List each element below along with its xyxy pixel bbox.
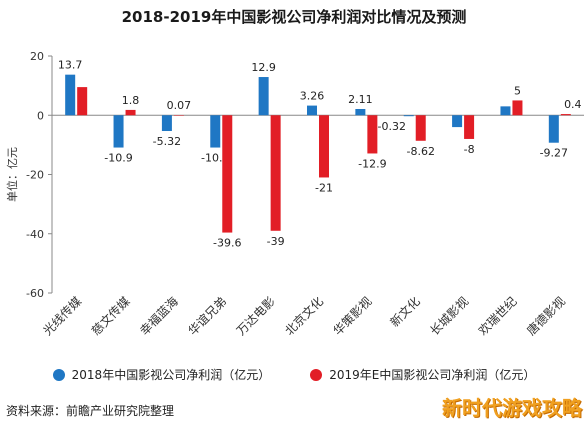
x-tick-label: 新文化 [387, 294, 423, 330]
data-label-2018-2: -5.32 [153, 135, 181, 148]
bar-2019-9 [512, 100, 523, 116]
bar-2018-1 [113, 115, 124, 148]
data-label-2018-6: 2.11 [348, 93, 373, 106]
data-label-2019-7: -8.62 [406, 145, 434, 158]
bar-2019-8 [464, 115, 475, 139]
data-label-2019-5: -21 [315, 181, 333, 194]
y-tick-label: -40 [26, 228, 44, 241]
legend-swatch-2018 [52, 368, 65, 381]
bar-2018-10 [548, 115, 559, 143]
x-tick-label: 慈文传媒 [88, 294, 133, 339]
bar-2018-4 [258, 77, 269, 116]
data-label-2018-10: -9.27 [540, 147, 568, 160]
bar-2019-5 [319, 115, 329, 178]
data-label-2019-2: 0.07 [167, 99, 192, 112]
data-label-2018-1: -10.9 [104, 152, 132, 165]
y-tick-label: 20 [30, 50, 44, 63]
data-label-2019-6: -12.9 [358, 157, 386, 170]
bar-2018-2 [161, 115, 172, 132]
data-label-2019-10: 0.4 [564, 98, 582, 111]
legend-label-2018: 2018年中国影视公司净利润（亿元） [71, 368, 271, 382]
x-tick-label: 华谊兄弟 [185, 294, 230, 339]
data-label-2019-3: -39.6 [213, 237, 241, 250]
legend-label-2019: 2019年E中国影视公司净利润（亿元） [329, 368, 536, 382]
x-tick-label: 万达电影 [234, 294, 278, 338]
bar-2019-6 [367, 115, 378, 154]
legend: 2018年中国影视公司净利润（亿元） 2019年E中国影视公司净利润（亿元） [0, 366, 588, 383]
data-label-2019-8: -8 [464, 143, 475, 156]
legend-item-2019: 2019年E中国影视公司净利润（亿元） [310, 366, 535, 383]
data-label-2018-7: -0.32 [377, 120, 405, 133]
x-tick-label: 欢瑞世纪 [475, 294, 520, 339]
bar-2018-9 [500, 106, 511, 116]
bar-2019-2 [173, 115, 184, 116]
y-tick-label: 0 [37, 109, 44, 122]
data-label-2019-1: 1.8 [122, 94, 140, 107]
data-label-2018-4: 12.9 [251, 61, 276, 74]
x-tick-label: 唐德影视 [523, 294, 568, 339]
legend-item-2018: 2018年中国影视公司净利润（亿元） [52, 366, 271, 383]
data-label-2019-9: 5 [514, 84, 521, 97]
bar-2019-7 [415, 115, 426, 141]
chart-title: 2018-2019年中国影视公司净利润对比情况及预测 [121, 8, 467, 26]
bar-2018-0 [65, 74, 76, 116]
source-note: 资料来源：前瞻产业研究院整理 [6, 404, 175, 418]
corner-watermark-text: 新时代游戏攻略 [442, 396, 582, 420]
x-tick-label: 幸福蓝海 [136, 294, 181, 339]
bar-chart: 20 0 -20 -40 -60 单位：亿元 13.7 光线传媒 -10.9 1.8 慈文传媒 -5.… [5, 50, 584, 339]
y-tick-label: -60 [26, 287, 44, 300]
y-axis-title: 单位：亿元 [5, 147, 19, 202]
bar-2018-3 [210, 115, 221, 148]
bar-2018-7 [403, 115, 414, 117]
bar-2019-1 [125, 109, 136, 116]
data-label-2018-0: 13.7 [58, 59, 83, 72]
data-label-2018-5: 3.26 [300, 90, 325, 103]
x-tick-label: 长城影视 [427, 294, 472, 339]
bar-2019-3 [222, 115, 233, 233]
y-tick-label: -20 [26, 169, 44, 182]
bar-2019-4 [270, 115, 281, 231]
bar-2019-0 [77, 87, 88, 116]
x-tick-label: 北京文化 [282, 294, 327, 339]
bar-2019-10 [560, 114, 571, 116]
bar-2018-6 [355, 108, 366, 116]
bar-2018-8 [452, 115, 463, 128]
data-label-2019-4: -39 [267, 235, 285, 248]
bar-2018-5 [307, 105, 317, 116]
legend-swatch-2019 [310, 368, 323, 381]
x-tick-label: 华策影视 [330, 294, 375, 339]
x-tick-label: 光线传媒 [40, 294, 85, 339]
